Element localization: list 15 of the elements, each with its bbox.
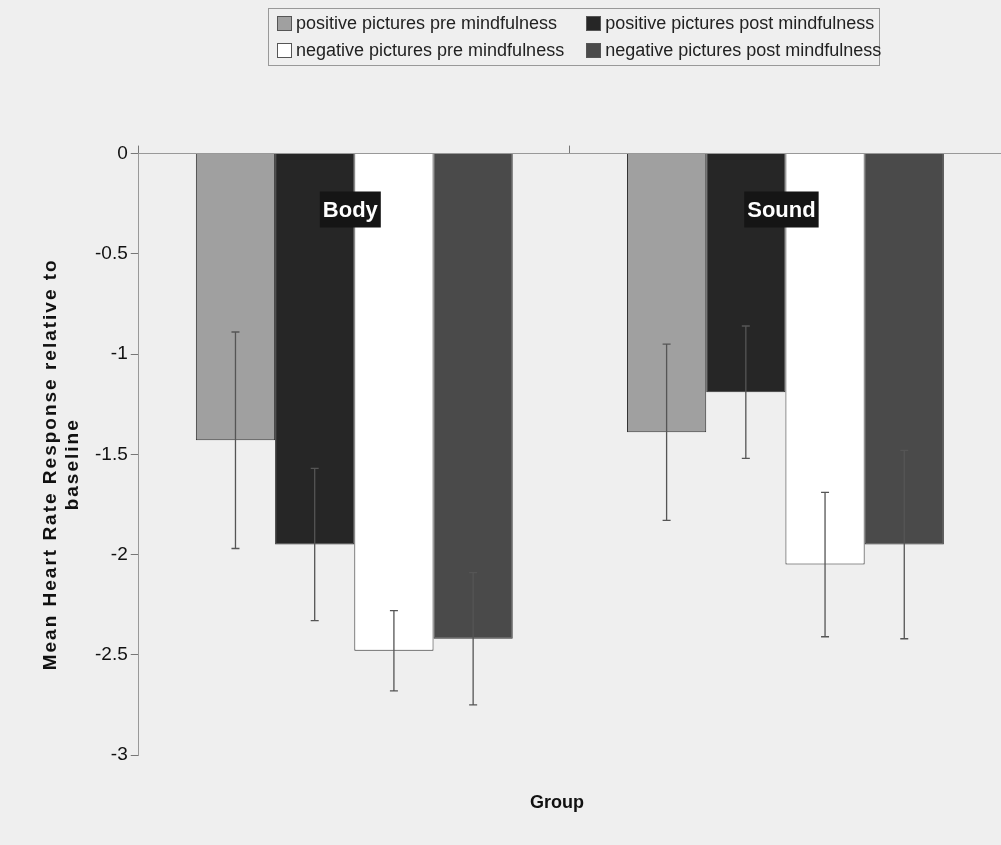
legend-label: negative pictures post mindfulness <box>605 40 882 61</box>
legend-label: positive pictures pre mindfulness <box>296 13 558 34</box>
y-tick-label: -2 <box>110 542 128 564</box>
annotation: Sound <box>747 196 816 222</box>
y-tick-label: -2.5 <box>94 643 128 664</box>
y-tick-label: -1 <box>110 342 128 364</box>
legend-label: negative pictures pre mindfulness <box>296 40 565 61</box>
annotation: Body <box>322 196 379 222</box>
x-axis-title: Group <box>530 791 584 812</box>
y-tick-label: -3 <box>110 743 128 765</box>
y-tick-label: -1.5 <box>94 442 128 464</box>
y-tick-label: 0 <box>117 141 128 163</box>
y-tick-label: -0.5 <box>94 242 128 264</box>
y-axis-title: Mean Heart Rate Response relative to baseline <box>39 258 83 671</box>
legend-label: positive pictures post mindfulness <box>605 13 875 34</box>
